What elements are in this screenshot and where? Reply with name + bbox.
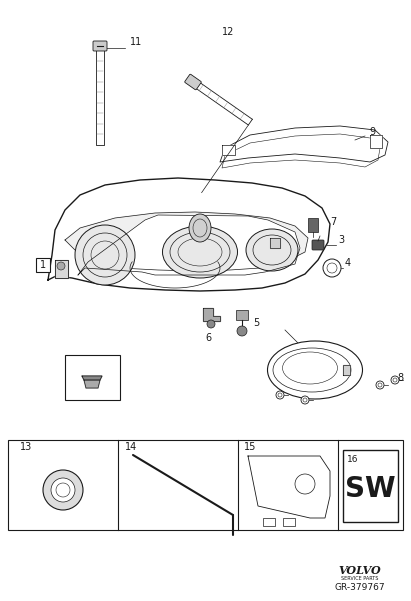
Ellipse shape	[268, 341, 363, 399]
Ellipse shape	[189, 214, 211, 242]
Circle shape	[237, 326, 247, 336]
Text: SW: SW	[345, 475, 396, 503]
Circle shape	[301, 396, 309, 404]
Text: 12: 12	[222, 27, 234, 37]
Polygon shape	[82, 376, 102, 380]
Text: 2: 2	[299, 355, 305, 365]
Ellipse shape	[246, 229, 298, 271]
Text: 15: 15	[244, 442, 256, 452]
Bar	[283, 518, 295, 526]
Polygon shape	[343, 365, 350, 375]
Bar	[308, 218, 318, 232]
Polygon shape	[78, 215, 300, 275]
Polygon shape	[65, 212, 308, 271]
Bar	[8, 440, 403, 530]
Text: 11: 11	[130, 37, 142, 47]
Ellipse shape	[162, 226, 238, 278]
Circle shape	[391, 376, 399, 384]
Polygon shape	[191, 79, 252, 125]
Text: 8: 8	[397, 373, 403, 383]
Bar	[65, 355, 120, 400]
Text: VOLVO: VOLVO	[339, 564, 381, 576]
Text: 5: 5	[253, 318, 259, 328]
Polygon shape	[370, 135, 382, 148]
FancyBboxPatch shape	[93, 41, 107, 51]
Bar	[36, 258, 50, 272]
Text: 14: 14	[125, 442, 137, 452]
Text: SERVICE PARTS: SERVICE PARTS	[341, 576, 379, 581]
Polygon shape	[55, 260, 68, 278]
Circle shape	[207, 320, 215, 328]
Circle shape	[323, 259, 341, 277]
Bar	[343, 450, 398, 522]
Bar	[236, 310, 248, 320]
Polygon shape	[203, 308, 220, 321]
Polygon shape	[48, 178, 330, 291]
FancyBboxPatch shape	[185, 75, 201, 90]
Circle shape	[75, 225, 135, 285]
Polygon shape	[220, 126, 388, 168]
Text: GR-379767: GR-379767	[335, 582, 386, 591]
Text: 4: 4	[345, 258, 351, 268]
FancyBboxPatch shape	[312, 240, 324, 250]
Polygon shape	[84, 380, 100, 388]
Text: 6: 6	[205, 333, 211, 343]
Polygon shape	[248, 456, 330, 518]
Circle shape	[376, 381, 384, 389]
Circle shape	[51, 478, 75, 502]
Polygon shape	[96, 50, 104, 145]
Circle shape	[276, 391, 284, 399]
Circle shape	[57, 262, 65, 270]
Text: 1: 1	[40, 260, 46, 270]
Circle shape	[43, 470, 83, 510]
Text: 7: 7	[330, 217, 336, 227]
Text: 9: 9	[369, 127, 375, 137]
Text: 13: 13	[20, 442, 32, 452]
Polygon shape	[222, 145, 235, 155]
Bar	[263, 518, 275, 526]
Text: 16: 16	[347, 455, 358, 464]
Polygon shape	[270, 238, 280, 248]
Text: 3: 3	[338, 235, 344, 245]
